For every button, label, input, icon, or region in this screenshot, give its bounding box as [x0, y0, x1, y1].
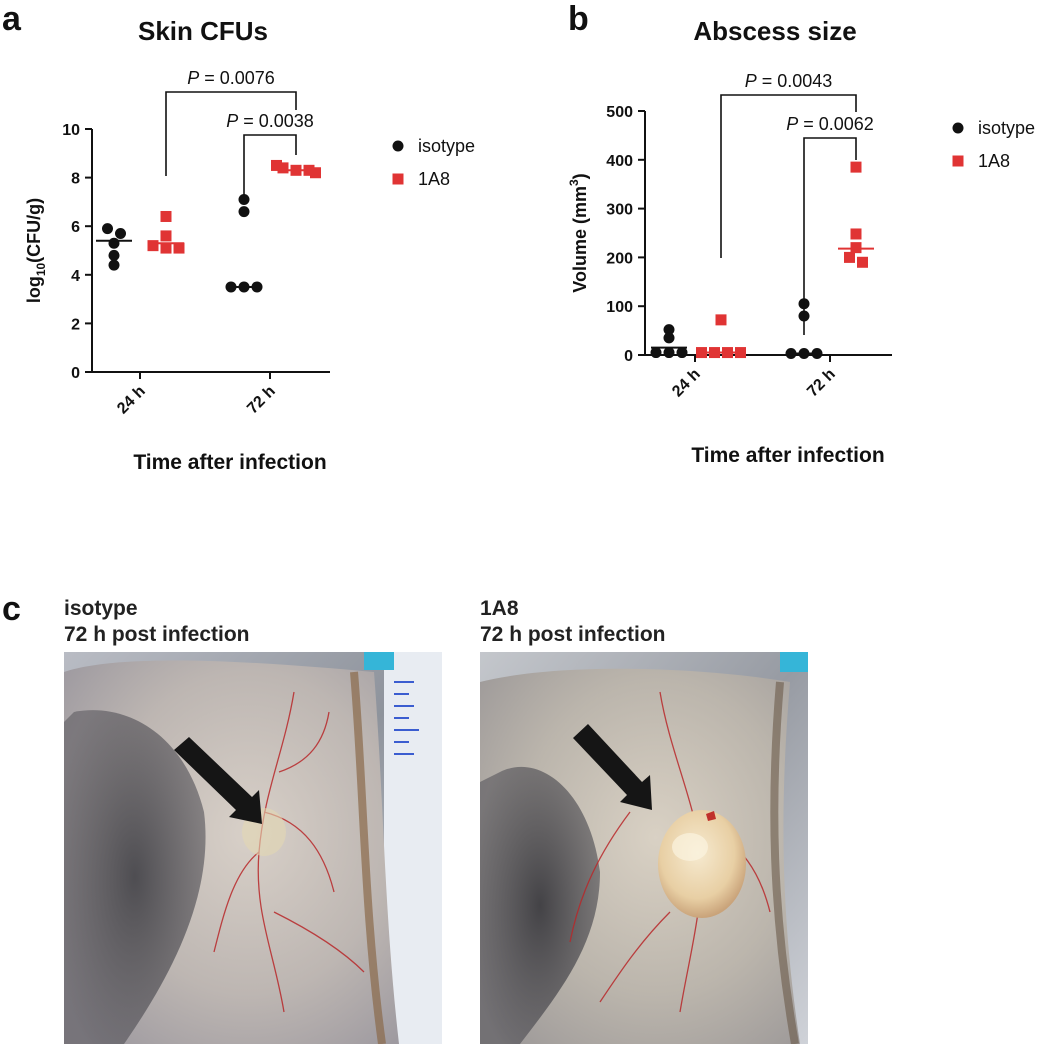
y-tick-label: 500	[606, 104, 633, 121]
y-tick-label: 0	[624, 348, 633, 365]
data-point-1a8	[850, 228, 862, 240]
legend-marker-1a8	[392, 173, 404, 185]
data-point-1a8	[715, 314, 727, 326]
chart-title: Abscess size	[693, 16, 856, 46]
photo-caption-time: 72 h post infection	[64, 623, 250, 646]
ruler-ticks	[394, 681, 419, 755]
legend-marker-isotype	[392, 140, 404, 152]
legend-marker-isotype	[952, 122, 964, 134]
data-point-isotype	[238, 206, 250, 218]
legend-label: 1A8	[418, 169, 450, 189]
y-axis-label: Volume (mm3)	[567, 173, 590, 292]
data-point-1a8	[310, 167, 321, 179]
data-point-1a8	[850, 161, 862, 173]
p-value-label: P = 0.0062	[786, 114, 874, 134]
photo-1a8-skin	[480, 652, 808, 1044]
y-tick-label: 300	[606, 202, 633, 219]
significance-bracket	[803, 137, 857, 335]
arrow-icon	[573, 724, 652, 810]
data-point-1a8	[147, 240, 159, 252]
data-point-1a8	[160, 230, 172, 242]
y-tick-label: 10	[62, 122, 80, 139]
data-point-isotype	[663, 332, 675, 344]
photo-caption-time: 72 h post infection	[480, 623, 666, 646]
y-tick-label: 8	[71, 171, 80, 188]
y-axis-label: log10(CFU/g)	[24, 198, 48, 303]
data-point-isotype	[102, 223, 113, 235]
chart-title: Skin CFUs	[138, 16, 268, 46]
data-point-1a8	[735, 347, 746, 359]
data-point-isotype	[115, 227, 126, 239]
x-axis-label: Time after infection	[691, 444, 884, 467]
y-tick-label: 400	[606, 153, 633, 170]
y-tick-label: 0	[71, 365, 80, 382]
data-point-isotype	[663, 324, 675, 336]
data-point-isotype	[650, 347, 662, 359]
y-tick-label: 2	[71, 316, 80, 333]
legend-label: isotype	[978, 118, 1035, 138]
p-value-label: P = 0.0043	[745, 71, 833, 91]
y-tick-label: 4	[71, 268, 80, 285]
photo-caption-group: isotype	[64, 597, 138, 620]
y-tick-label: 100	[606, 299, 633, 316]
significance-bracket	[243, 134, 297, 200]
data-point-1a8	[271, 159, 282, 171]
panel-letter-a: a	[2, 0, 21, 38]
photo-caption-1a8: 1A8 72 h post infection	[480, 596, 666, 648]
data-point-1a8	[844, 251, 855, 263]
arrow-icon	[174, 737, 262, 824]
chart-abscess-size: Abscess size 0 100 200 300 400 500 Volume (mm3)…	[567, 16, 1035, 467]
x-tick-label: 72 h	[804, 366, 839, 401]
significance-bracket	[165, 91, 297, 176]
data-point-1a8	[160, 242, 172, 254]
x-axis-label: Time after infection	[133, 451, 326, 474]
p-value-label: P = 0.0038	[226, 111, 314, 131]
data-point-isotype	[108, 249, 120, 261]
significance-bracket	[720, 94, 857, 258]
y-tick-label: 6	[71, 219, 80, 236]
y-tick-label: 200	[606, 250, 633, 267]
data-point-1a8	[173, 242, 185, 254]
panel-letter-c: c	[2, 590, 21, 628]
photo-caption-isotype: isotype 72 h post infection	[64, 596, 250, 648]
panel-letter-b: b	[568, 0, 589, 38]
legend-marker-1a8	[952, 155, 964, 167]
data-point-1a8	[160, 210, 172, 222]
data-point-isotype	[663, 347, 675, 359]
data-point-isotype	[676, 347, 688, 359]
x-tick-label: 24 h	[669, 366, 704, 401]
photo-isotype-skin	[64, 652, 442, 1044]
p-value-label: P = 0.0076	[187, 68, 275, 88]
photo-caption-group: 1A8	[480, 597, 519, 620]
data-point-1a8	[696, 347, 707, 359]
data-point-isotype	[108, 259, 120, 271]
legend-label: 1A8	[978, 151, 1010, 171]
data-point-1a8	[857, 256, 868, 268]
legend-label: isotype	[418, 136, 475, 156]
data-point-1a8	[277, 162, 289, 174]
